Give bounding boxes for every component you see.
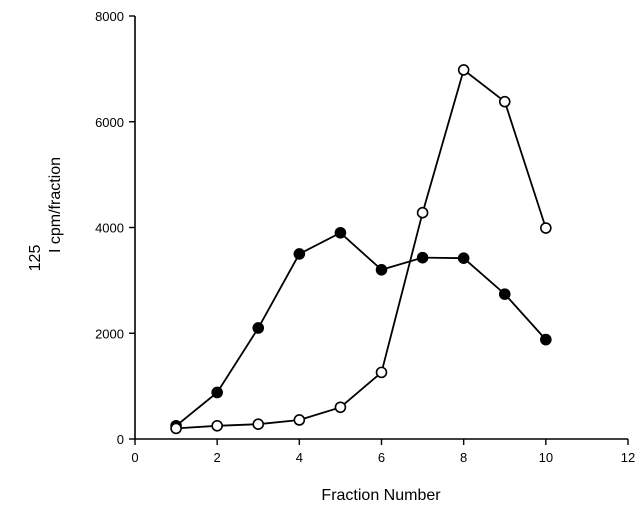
data-point [416, 206, 429, 219]
data-point [457, 64, 470, 76]
data-point [252, 322, 265, 334]
x-tick-label: 8 [460, 450, 467, 465]
data-point [375, 263, 388, 276]
series-line [175, 231, 547, 427]
data-point [457, 252, 470, 264]
data-point [252, 418, 265, 430]
y-axis-title: 125 I cpm/fraction [27, 157, 64, 271]
data-point [375, 366, 388, 379]
x-tick-label: 10 [539, 450, 553, 465]
series-group [170, 64, 552, 435]
data-point [211, 419, 223, 432]
series-2-open [170, 64, 552, 435]
y-tick-label: 2000 [95, 326, 124, 341]
data-point [498, 95, 511, 108]
data-point [540, 333, 552, 346]
y-axis-title-text: I cpm/fraction [47, 157, 64, 253]
x-tick-label: 6 [378, 450, 385, 465]
series-line [176, 68, 547, 430]
y-axis-title-superscript: 125 [27, 245, 44, 272]
data-point [540, 222, 552, 234]
data-point [293, 414, 306, 426]
ticks: 0 2 4 6 8 10 12 0 2000 4000 6000 8000 [95, 9, 635, 465]
x-tick-label: 4 [296, 450, 303, 465]
x-tick-label: 12 [621, 450, 635, 465]
data-point [211, 386, 223, 399]
x-tick-label: 2 [214, 450, 221, 465]
data-point [170, 422, 182, 435]
y-tick-label: 0 [117, 432, 124, 447]
data-point [498, 288, 511, 300]
y-tick-label: 8000 [95, 9, 124, 24]
y-tick-label: 6000 [95, 115, 124, 130]
data-point [334, 401, 347, 414]
y-tick-label: 4000 [95, 221, 124, 236]
x-tick-label: 0 [131, 450, 138, 465]
series-1-filled [170, 226, 552, 432]
data-point [334, 226, 347, 239]
x-axis-title: Fraction Number [321, 487, 441, 504]
data-point [293, 248, 306, 260]
data-point [416, 251, 429, 264]
